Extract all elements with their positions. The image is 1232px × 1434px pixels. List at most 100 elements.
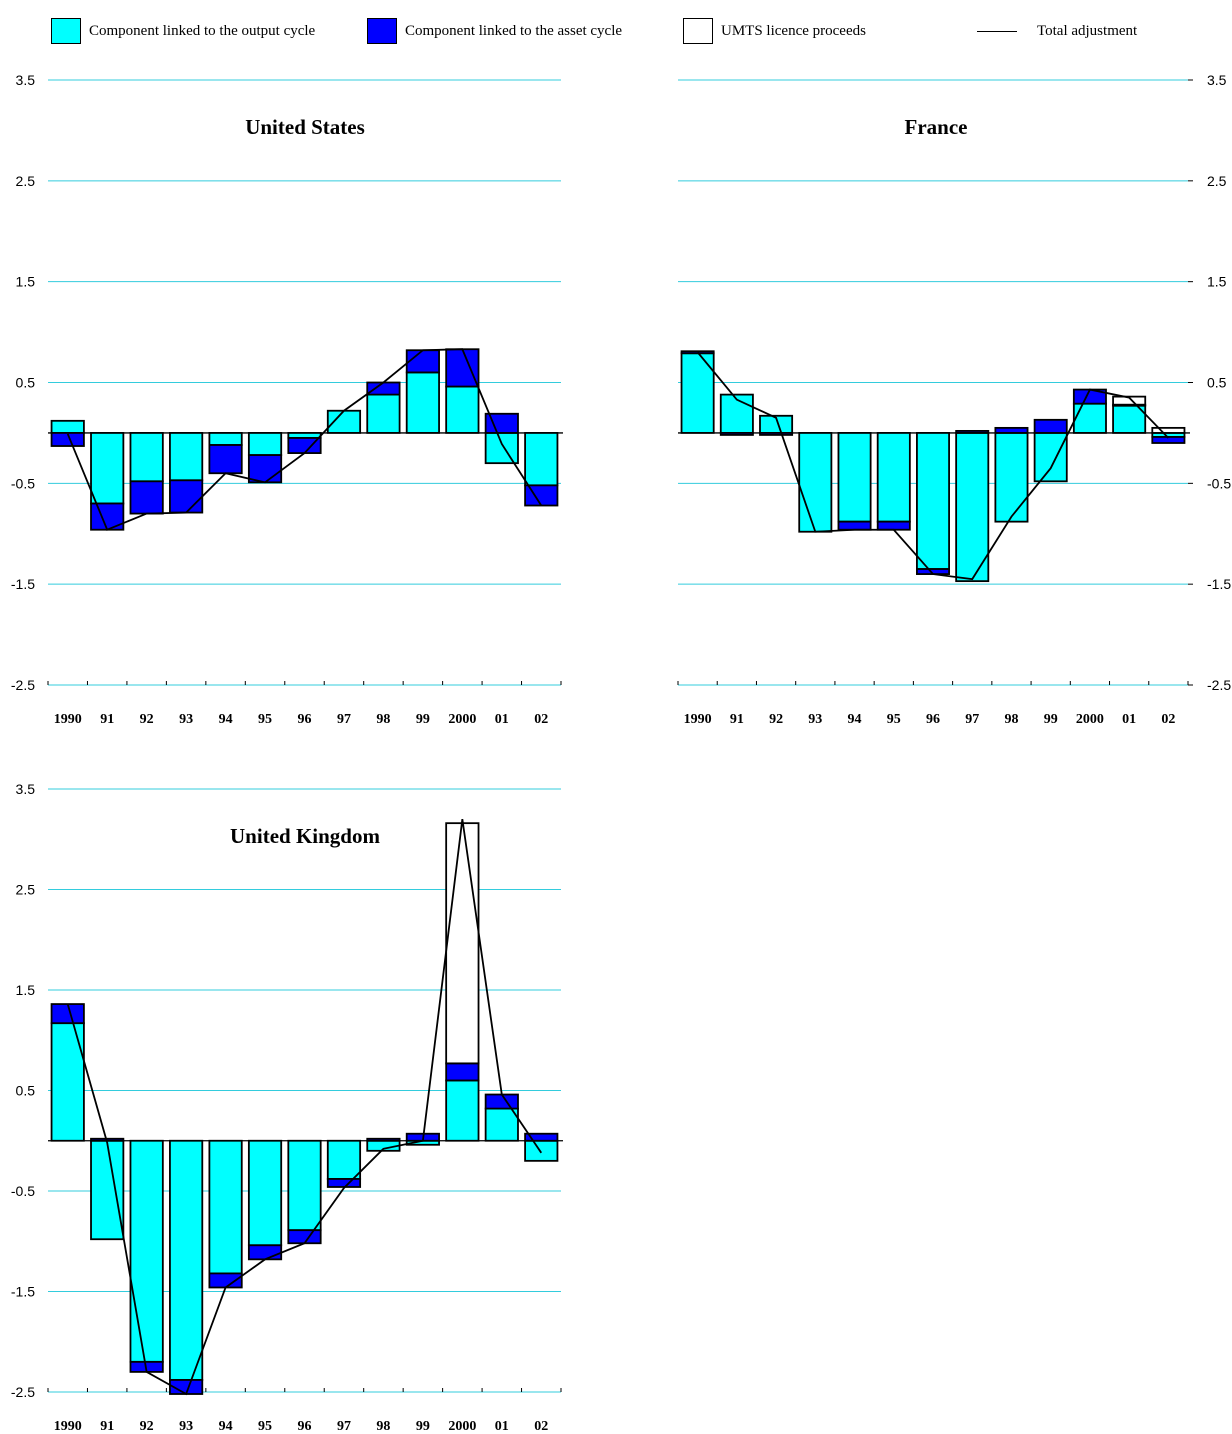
bar-output-cycle [445,1079,480,1142]
x-category-label: 1990 [54,712,82,727]
x-category-label: 92 [140,1419,154,1434]
bar-asset-cycle [484,412,519,434]
x-category-label: 97 [965,712,979,727]
x-category-label: 98 [376,712,390,727]
x-category-label: 99 [1044,712,1058,727]
x-category-label: 02 [534,712,548,727]
bar-asset-cycle [208,444,243,475]
bar-asset-cycle [759,432,794,436]
bar-asset-cycle [169,479,204,514]
x-category-label: 91 [100,1419,114,1434]
bar-output-cycle [326,1139,362,1180]
y-tick-label: -0.5 [11,475,35,491]
y-tick-label: -2.5 [11,677,35,693]
x-category-label: 02 [534,1419,548,1434]
y-tick-label: -1.5 [11,1284,35,1300]
x-category-label: 01 [495,712,509,727]
y-tick-label: -2.5 [1207,677,1231,693]
x-category-label: 01 [1122,712,1136,727]
bar-asset-cycle [247,1244,283,1261]
bar-asset-cycle [1033,418,1068,434]
legend-swatch-umts [683,18,713,44]
x-category-label: 99 [416,1419,430,1434]
x-category-label: 94 [219,712,233,727]
x-category-label: 95 [258,712,272,727]
bar-output-cycle [169,1139,204,1381]
legend-swatch-output-cycle [51,18,81,44]
x-category-label: 95 [258,1419,272,1434]
x-category-label: 96 [926,712,940,727]
bar-output-cycle [484,1107,519,1142]
bar-output-cycle [90,1139,125,1241]
bar-asset-cycle [955,429,990,434]
y-tick-label: -0.5 [1207,475,1231,491]
bar-output-cycle [208,1139,243,1275]
bar-output-cycle [1072,402,1107,434]
bar-asset-cycle [524,1132,559,1142]
total-adjustment-line [66,819,543,1396]
x-category-label: 97 [337,712,351,727]
bar-asset-cycle [445,1062,480,1082]
bar-asset-cycle [524,484,559,507]
bar-asset-cycle [994,426,1029,434]
x-category-label: 97 [337,1419,351,1434]
bar-output-cycle [524,432,559,487]
x-category-label: 91 [730,712,744,727]
chart-title: France [905,115,968,139]
bar-output-cycle [719,393,754,434]
chart-legend: Component linked to the output cycle Com… [0,0,1232,60]
chart-title: United States [245,115,365,139]
bar-output-cycle [524,1139,559,1162]
bar-umts [1151,426,1186,434]
bar-asset-cycle [50,432,85,447]
legend-label-total-adjustment: Total adjustment [1037,22,1138,39]
x-category-label: 1990 [54,1419,82,1434]
x-category-label: 01 [495,1419,509,1434]
bar-output-cycle [955,432,990,583]
x-category-label: 2000 [1076,712,1104,727]
bar-output-cycle [994,432,1029,523]
y-tick-label: 2.5 [16,173,36,189]
y-tick-label: -0.5 [11,1183,35,1199]
y-tick-label: -2.5 [11,1384,35,1400]
x-category-label: 96 [298,712,312,727]
legend-item-umts: UMTS licence proceeds [683,17,866,45]
bar-asset-cycle [366,1137,401,1142]
bar-output-cycle [798,432,833,533]
x-category-label: 94 [219,1419,233,1434]
x-category-label: 93 [808,712,822,727]
y-tick-label: 2.5 [16,882,36,898]
y-tick-label: 2.5 [1207,173,1227,189]
x-category-label: 2000 [448,712,476,727]
bar-output-cycle [876,432,911,523]
total-adjustment-line [66,348,543,531]
bar-asset-cycle [719,432,754,436]
y-tick-label: 1.5 [1207,274,1227,290]
y-tick-label: 0.5 [1207,375,1227,391]
x-category-label: 99 [416,712,430,727]
bar-output-cycle [247,1139,283,1247]
bar-output-cycle [1112,404,1147,434]
bar-output-cycle [287,1139,322,1232]
x-category-label: 98 [376,1419,390,1434]
legend-swatch-asset-cycle [367,18,397,44]
legend-item-output-cycle: Component linked to the output cycle [51,17,315,45]
x-category-label: 98 [1004,712,1018,727]
x-category-label: 96 [298,1419,312,1434]
bar-asset-cycle [287,1229,322,1245]
y-tick-label: 3.5 [16,781,36,797]
bar-output-cycle [484,432,519,465]
x-category-label: 94 [848,712,862,727]
y-tick-label: 0.5 [16,1083,36,1099]
x-category-label: 92 [140,712,154,727]
legend-label-output-cycle: Component linked to the output cycle [89,22,316,39]
x-category-label: 2000 [448,1419,476,1434]
y-tick-label: -1.5 [11,576,35,592]
y-tick-label: 3.5 [16,72,36,88]
bar-umts [1112,395,1147,406]
total-adjustment-line [696,351,1170,581]
y-tick-label: 3.5 [1207,72,1227,88]
